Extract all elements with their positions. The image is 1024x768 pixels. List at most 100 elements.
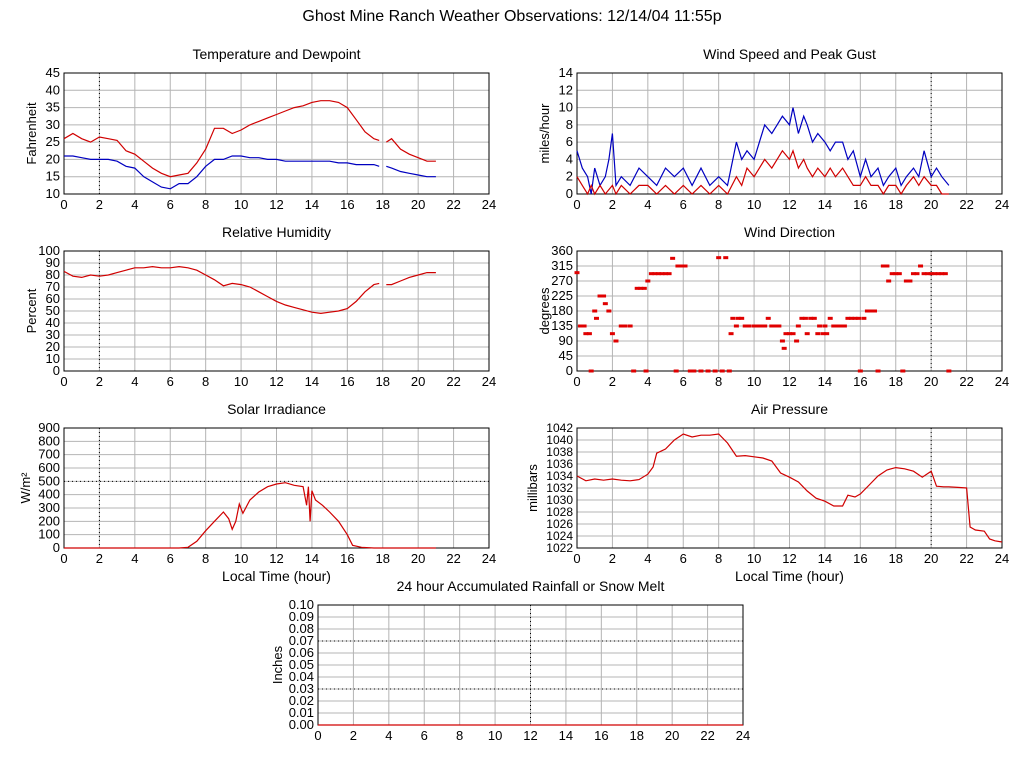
data-point [884, 264, 890, 268]
x-tick-label: 2 [350, 728, 357, 743]
data-point [827, 316, 833, 320]
x-tick-label: 8 [202, 374, 209, 389]
y-tick-label: 1030 [546, 493, 573, 507]
y-tick-label: 100 [38, 243, 60, 258]
data-point [935, 272, 941, 276]
data-point [687, 369, 693, 373]
y-tick-label: 200 [38, 513, 60, 528]
data-point [939, 272, 945, 276]
y-tick-label: 0.10 [289, 597, 314, 612]
data-point [730, 316, 736, 320]
y-tick-label: 360 [551, 243, 573, 258]
x-tick-label: 6 [680, 551, 687, 566]
x-tick-label: 16 [853, 551, 867, 566]
y-tick-label: 50 [46, 303, 60, 318]
data-point [735, 316, 741, 320]
y-tick-label: 45 [559, 348, 573, 363]
y-tick-label: 1034 [546, 469, 573, 483]
x-tick-label: 14 [559, 728, 573, 743]
data-point [914, 272, 920, 276]
chart-title: Temperature and Dewpoint [192, 46, 360, 62]
x-tick-label: 8 [715, 551, 722, 566]
x-tick-label: 22 [959, 551, 973, 566]
x-tick-label: 14 [305, 551, 319, 566]
data-point [601, 294, 607, 298]
series-line [64, 155, 436, 190]
x-tick-label: 0 [573, 551, 580, 566]
plot-frame [63, 250, 490, 372]
y-tick-label: 6 [566, 134, 573, 149]
data-point [588, 369, 594, 373]
x-tick-label: 2 [609, 374, 616, 389]
data-point [666, 272, 672, 276]
data-point [613, 339, 619, 343]
x-tick-label: 16 [340, 374, 354, 389]
plot-frame [63, 72, 490, 195]
x-tick-label: 16 [853, 374, 867, 389]
data-point [893, 272, 899, 276]
data-point [925, 272, 931, 276]
data-point [942, 272, 948, 276]
data-point [875, 369, 881, 373]
x-tick-label: 20 [924, 551, 938, 566]
data-point [824, 332, 830, 336]
y-tick-label: 0 [53, 363, 60, 378]
x-tick-label: 10 [747, 551, 761, 566]
data-point [719, 369, 725, 373]
x-tick-label: 24 [995, 374, 1009, 389]
x-tick-label: 20 [665, 728, 679, 743]
data-point [820, 332, 826, 336]
data-point [822, 324, 828, 328]
data-point [751, 324, 757, 328]
data-point [733, 324, 739, 328]
x-axis-label: Local Time (hour) [222, 568, 331, 584]
x-tick-label: 8 [715, 197, 722, 212]
data-point [772, 324, 778, 328]
y-tick-label: 1032 [546, 481, 573, 495]
y-tick-label: 20 [46, 151, 60, 166]
y-tick-label: 0.04 [289, 669, 314, 684]
y-tick-label: 10 [46, 186, 60, 201]
y-tick-label: 25 [46, 134, 60, 149]
x-tick-label: 22 [446, 374, 460, 389]
y-tick-label: 10 [559, 100, 573, 115]
data-point [634, 286, 640, 290]
x-tick-label: 22 [700, 728, 714, 743]
x-tick-label: 16 [340, 197, 354, 212]
y-tick-label: 1024 [546, 529, 573, 543]
x-tick-label: 2 [96, 551, 103, 566]
x-tick-label: 10 [234, 197, 248, 212]
y-tick-label: 0.02 [289, 693, 314, 708]
x-tick-label: 18 [376, 374, 390, 389]
x-tick-label: 6 [167, 197, 174, 212]
y-tick-label: 0.06 [289, 645, 314, 660]
x-tick-label: 20 [411, 551, 425, 566]
y-tick-label: 300 [38, 500, 60, 515]
x-tick-label: 16 [340, 551, 354, 566]
x-tick-label: 4 [644, 197, 651, 212]
data-point [663, 272, 669, 276]
data-point [578, 324, 584, 328]
data-point [932, 272, 938, 276]
y-tick-label: 900 [38, 420, 60, 435]
chart-title: Relative Humidity [222, 224, 331, 240]
x-tick-label: 20 [924, 197, 938, 212]
series-line [63, 265, 436, 315]
plot-frame [63, 427, 490, 549]
y-tick-label: 60 [46, 291, 60, 306]
data-point [723, 256, 729, 260]
x-tick-label: 24 [736, 728, 750, 743]
x-tick-label: 8 [202, 197, 209, 212]
x-tick-label: 10 [488, 728, 502, 743]
data-point [799, 316, 805, 320]
x-axis-label: Local Time (hour) [735, 568, 844, 584]
data-point [643, 369, 649, 373]
x-tick-label: 14 [305, 197, 319, 212]
data-point [834, 324, 840, 328]
x-tick-label: 4 [644, 551, 651, 566]
x-tick-label: 20 [411, 197, 425, 212]
x-tick-label: 0 [573, 374, 580, 389]
